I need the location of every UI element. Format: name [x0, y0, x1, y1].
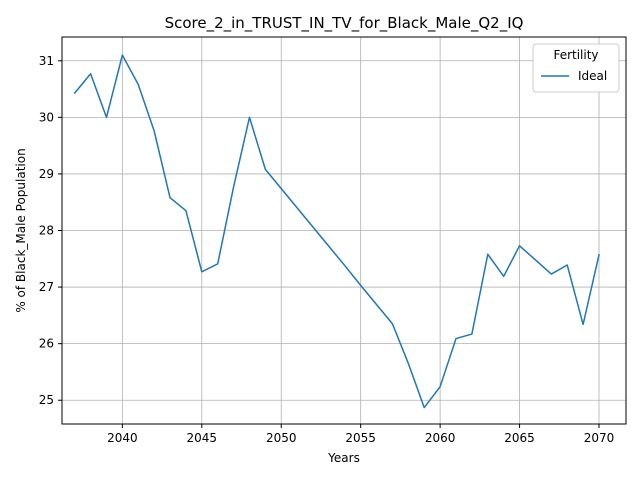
legend-box — [532, 43, 620, 93]
y-tick-label: 28 — [39, 224, 54, 238]
data-point — [89, 72, 93, 76]
data-point — [438, 385, 442, 389]
x-tick-label: 2065 — [504, 431, 535, 445]
data-point — [73, 91, 77, 95]
data-point — [502, 274, 506, 278]
y-tick-label: 30 — [39, 110, 54, 124]
legend-title: Fertility — [553, 48, 598, 62]
series-line-ideal — [73, 54, 600, 409]
data-point — [295, 206, 299, 210]
data-point — [200, 270, 204, 274]
data-point — [168, 196, 172, 200]
data-point — [470, 332, 474, 336]
data-point — [454, 337, 458, 341]
data-point — [422, 406, 426, 410]
data-point — [184, 209, 188, 213]
y-tick-label: 25 — [39, 393, 54, 407]
data-point — [533, 258, 537, 262]
data-point — [375, 303, 379, 307]
data-point — [565, 263, 569, 267]
data-point — [136, 83, 140, 87]
data-point — [597, 253, 601, 257]
y-tick-label: 29 — [39, 167, 54, 181]
data-point — [549, 272, 553, 276]
data-point — [359, 283, 363, 287]
data-point — [311, 225, 315, 229]
data-point — [152, 129, 156, 133]
x-tick-label: 2060 — [425, 431, 456, 445]
y-ticks: 25 26 27 28 29 30 31 — [39, 54, 62, 407]
chart-title: Score_2_in_TRUST_IN_TV_for_Black_Male_Q2… — [165, 14, 524, 33]
x-tick-label: 2055 — [345, 431, 376, 445]
x-tick-label: 2070 — [584, 431, 615, 445]
data-point — [279, 187, 283, 191]
y-axis-label: % of Black_Male Population — [14, 148, 28, 312]
data-point — [247, 115, 251, 119]
data-point — [486, 252, 490, 256]
x-axis-label: Years — [327, 451, 360, 465]
legend: Fertility Ideal — [532, 43, 620, 93]
x-tick-label: 2040 — [107, 431, 138, 445]
data-point — [406, 361, 410, 365]
data-point — [120, 53, 124, 57]
x-tick-label: 2045 — [187, 431, 218, 445]
data-point — [104, 115, 108, 119]
x-tick-label: 2050 — [266, 431, 297, 445]
data-point — [232, 185, 236, 189]
grid-layer — [62, 37, 626, 424]
y-tick-label: 26 — [39, 337, 54, 351]
data-point — [390, 322, 394, 326]
y-tick-label: 31 — [39, 54, 54, 68]
data-point — [263, 167, 267, 171]
data-point — [216, 262, 220, 266]
data-point — [343, 264, 347, 268]
y-tick-label: 27 — [39, 280, 54, 294]
legend-label-ideal: Ideal — [578, 69, 607, 83]
data-point — [518, 244, 522, 248]
x-ticks: 2040 2045 2050 2055 2060 2065 2070 — [107, 424, 614, 445]
data-point — [581, 322, 585, 326]
series-layer — [73, 53, 601, 410]
data-point — [327, 244, 331, 248]
